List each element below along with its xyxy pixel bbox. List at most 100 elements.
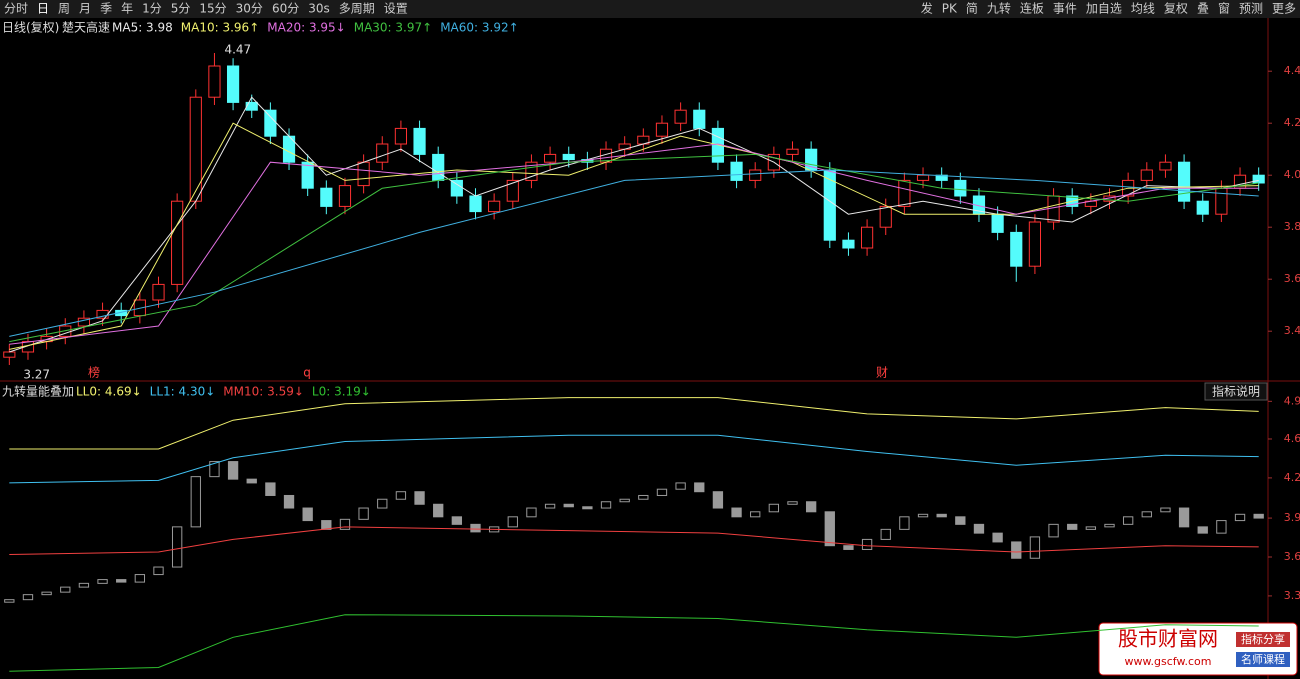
price-bar: [41, 591, 52, 596]
toolbar-bg: [0, 0, 1300, 18]
toolbar-button[interactable]: 事件: [1053, 2, 1077, 16]
candle-body: [3, 351, 16, 358]
price-bar: [656, 488, 668, 496]
price-bar: [1234, 513, 1246, 522]
toolbar-button[interactable]: 周: [58, 2, 70, 16]
toolbar-button[interactable]: 窗: [1218, 2, 1230, 16]
tag[interactable]: 名师课程: [1241, 652, 1285, 666]
price-bar: [22, 594, 34, 601]
toolbar-button[interactable]: PK: [942, 2, 958, 16]
toolbar-button[interactable]: 分时: [4, 2, 28, 16]
candle-body: [674, 109, 687, 124]
price-bar: [171, 526, 183, 568]
toolbar-button[interactable]: 九转: [987, 1, 1011, 16]
toolbar-button[interactable]: 30s: [308, 2, 330, 16]
toolbar-button[interactable]: 月: [79, 2, 91, 16]
candle-body: [226, 65, 240, 103]
toolbar-button[interactable]: 5分: [171, 2, 191, 16]
price-bar: [1197, 526, 1208, 534]
candle-body: [208, 65, 221, 98]
candle-body: [245, 101, 258, 111]
legend-entry: L0: 3.19↓: [312, 385, 371, 399]
candle-body: [264, 109, 277, 137]
candle-body: [189, 96, 202, 202]
toolbar-button[interactable]: 日: [37, 2, 49, 16]
price-bar: [265, 482, 276, 496]
ma-line: [9, 143, 1259, 345]
price-bar: [619, 498, 630, 503]
toolbar-button[interactable]: 发: [921, 1, 933, 16]
price-bar: [246, 478, 257, 484]
candle-body: [879, 205, 892, 228]
toolbar-button[interactable]: 复权: [1164, 2, 1188, 16]
tag[interactable]: 指标分享: [1241, 632, 1285, 646]
price-bar: [1160, 507, 1171, 513]
toolbar-button[interactable]: 简: [966, 2, 978, 16]
price-bar: [694, 482, 705, 493]
button[interactable]: [1204, 382, 1268, 401]
price-bar: [526, 507, 537, 518]
price-bar: [861, 538, 873, 550]
candle-body: [842, 239, 855, 249]
toolbar-button[interactable]: 季: [100, 2, 112, 16]
price-bar: [731, 507, 742, 518]
price-bar: [283, 494, 295, 509]
price-bar: [78, 582, 90, 588]
price-bar: [190, 476, 201, 528]
candle-body: [413, 127, 426, 155]
price-bar: [1141, 511, 1152, 518]
price-bar: [414, 491, 425, 505]
price-bar: [209, 461, 220, 478]
ma-line: [9, 526, 1259, 555]
candle-body: [543, 153, 557, 163]
toolbar-button[interactable]: 15分: [199, 2, 226, 16]
event-marker[interactable]: q: [303, 366, 311, 380]
candle-body: [562, 153, 575, 161]
event-marker[interactable]: 榜: [88, 365, 100, 380]
candle-body: [786, 148, 799, 155]
price-bar: [899, 516, 910, 530]
price-bar: [433, 503, 444, 518]
toolbar-button[interactable]: 更多: [1272, 2, 1296, 16]
toolbar-button[interactable]: 设置: [384, 2, 408, 16]
toolbar-button[interactable]: 年: [121, 2, 133, 16]
y-tick-label: 3.80: [1284, 220, 1300, 233]
price-bar: [97, 579, 108, 584]
toolbar-button[interactable]: 加自选: [1086, 2, 1122, 16]
price-bar: [507, 516, 518, 528]
toolbar-button[interactable]: 30分: [236, 2, 263, 16]
y-tick-label: 3.60: [1284, 272, 1300, 285]
toolbar-button[interactable]: 预测: [1239, 2, 1263, 16]
toolbar-button[interactable]: 叠: [1197, 2, 1209, 16]
ma-line: [9, 169, 1259, 337]
candle-body: [376, 143, 389, 163]
legend-entry: LL0: 4.69↓: [76, 385, 142, 399]
candle-body: [693, 109, 706, 129]
legend-entry: LL1: 4.30↓: [150, 385, 216, 399]
toolbar-button[interactable]: 均线: [1131, 2, 1155, 16]
indicator-title: 九转量能叠加: [2, 384, 74, 399]
price-bar: [600, 501, 612, 509]
button-label[interactable]: 指标说明: [1212, 384, 1260, 399]
legend-entry: MA30: 3.97↑: [354, 21, 432, 35]
price-bar: [843, 545, 854, 550]
price-bar: [768, 503, 780, 513]
price-bar: [1067, 523, 1078, 530]
candle-body: [898, 179, 911, 207]
price-bar: [1122, 516, 1134, 525]
price-bar: [377, 498, 388, 509]
toolbar-button[interactable]: 60分: [272, 2, 299, 16]
candle-body: [655, 122, 669, 137]
toolbar-button[interactable]: 多周期: [339, 2, 375, 16]
candle-body: [1140, 169, 1153, 181]
price-bar: [4, 599, 15, 603]
ma-line: [9, 614, 1259, 672]
candle-body: [152, 283, 165, 301]
candle-body: [338, 185, 352, 207]
price-bar: [60, 586, 71, 593]
toolbar-button[interactable]: 连板: [1020, 1, 1044, 16]
candle-body: [860, 226, 874, 249]
event-marker[interactable]: 财: [876, 366, 888, 380]
toolbar-button[interactable]: 1分: [142, 2, 162, 16]
price-bar: [395, 491, 407, 500]
